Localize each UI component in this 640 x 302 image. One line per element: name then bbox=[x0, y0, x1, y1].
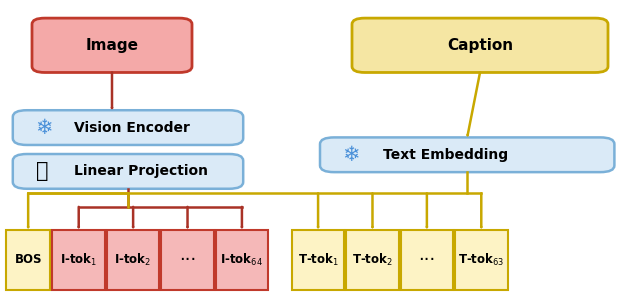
Bar bbox=[401, 230, 453, 290]
Text: BOS: BOS bbox=[15, 253, 42, 266]
Bar bbox=[107, 230, 159, 290]
Bar bbox=[346, 230, 399, 290]
Text: ···: ··· bbox=[179, 251, 196, 269]
Bar bbox=[216, 230, 268, 290]
Text: Text Embedding: Text Embedding bbox=[383, 148, 508, 162]
Text: I-tok$_2$: I-tok$_2$ bbox=[115, 252, 152, 268]
Text: T-tok$_1$: T-tok$_1$ bbox=[298, 252, 339, 268]
FancyBboxPatch shape bbox=[352, 18, 608, 72]
Bar bbox=[52, 230, 105, 290]
Bar bbox=[161, 230, 214, 290]
Bar bbox=[292, 230, 344, 290]
Text: Caption: Caption bbox=[447, 38, 513, 53]
Text: Linear Projection: Linear Projection bbox=[74, 164, 207, 178]
Text: ❄: ❄ bbox=[35, 117, 52, 138]
FancyBboxPatch shape bbox=[32, 18, 192, 72]
Bar bbox=[6, 230, 50, 290]
Text: T-tok$_2$: T-tok$_2$ bbox=[352, 252, 393, 268]
Text: I-tok$_{64}$: I-tok$_{64}$ bbox=[221, 252, 263, 268]
Text: ❄: ❄ bbox=[342, 145, 360, 165]
Text: 🔥: 🔥 bbox=[36, 161, 49, 182]
FancyBboxPatch shape bbox=[320, 137, 614, 172]
FancyBboxPatch shape bbox=[13, 110, 243, 145]
Text: T-tok$_{63}$: T-tok$_{63}$ bbox=[458, 252, 504, 268]
Text: Vision Encoder: Vision Encoder bbox=[74, 120, 189, 135]
Text: I-tok$_1$: I-tok$_1$ bbox=[60, 252, 97, 268]
Bar bbox=[455, 230, 508, 290]
Text: Image: Image bbox=[86, 38, 138, 53]
FancyBboxPatch shape bbox=[13, 154, 243, 189]
Text: ···: ··· bbox=[419, 251, 435, 269]
